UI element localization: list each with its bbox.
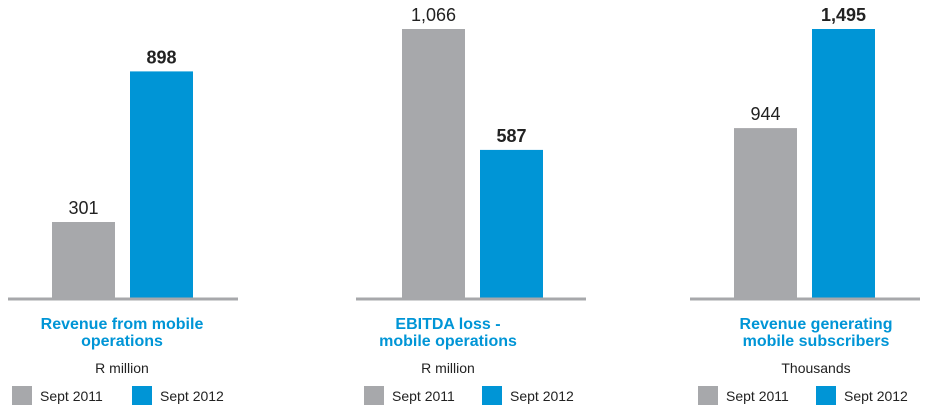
bar-sept-2011 — [734, 128, 797, 298]
legend-label: Sept 2012 — [844, 388, 908, 404]
chart-title-line: EBITDA loss - — [395, 316, 500, 333]
data-label: 301 — [68, 198, 98, 218]
legend-label: Sept 2012 — [510, 388, 574, 404]
data-label: 898 — [146, 47, 176, 67]
chart-title-line: mobile operations — [379, 333, 517, 350]
legend-swatch-sept-2012 — [816, 386, 836, 405]
chart-panel-2: 1,066 587 EBITDA loss -mobile operations R … — [356, 5, 586, 405]
bar-sept-2012 — [480, 149, 543, 298]
legend-swatch-sept-2012 — [482, 386, 502, 405]
bar-sept-2011 — [402, 29, 465, 298]
chart-title-line: Revenue generating — [740, 316, 893, 333]
bar-sept-2012 — [812, 29, 875, 298]
legend-swatch-sept-2012 — [132, 386, 152, 405]
bar-sept-2011 — [52, 222, 115, 298]
legend-swatch-sept-2011 — [12, 386, 32, 405]
data-label: 1,066 — [411, 5, 456, 25]
legend-label: Sept 2011 — [40, 388, 103, 404]
bar-sept-2012 — [130, 71, 193, 299]
data-label: 587 — [496, 126, 526, 146]
unit-label: R million — [421, 360, 475, 376]
legend-label: Sept 2011 — [392, 388, 455, 404]
legend-label: Sept 2011 — [726, 388, 789, 404]
unit-label: Thousands — [781, 360, 850, 376]
chart-title-line: mobile subscribers — [743, 333, 890, 350]
data-label: 1,495 — [821, 5, 866, 25]
data-label: 944 — [750, 104, 780, 124]
legend-label: Sept 2012 — [160, 388, 224, 404]
unit-label: R million — [95, 360, 149, 376]
chart-title-line: Revenue from mobile — [41, 316, 204, 333]
legend-swatch-sept-2011 — [364, 386, 384, 405]
legend-swatch-sept-2011 — [698, 386, 718, 405]
chart-title-line: operations — [81, 333, 163, 350]
